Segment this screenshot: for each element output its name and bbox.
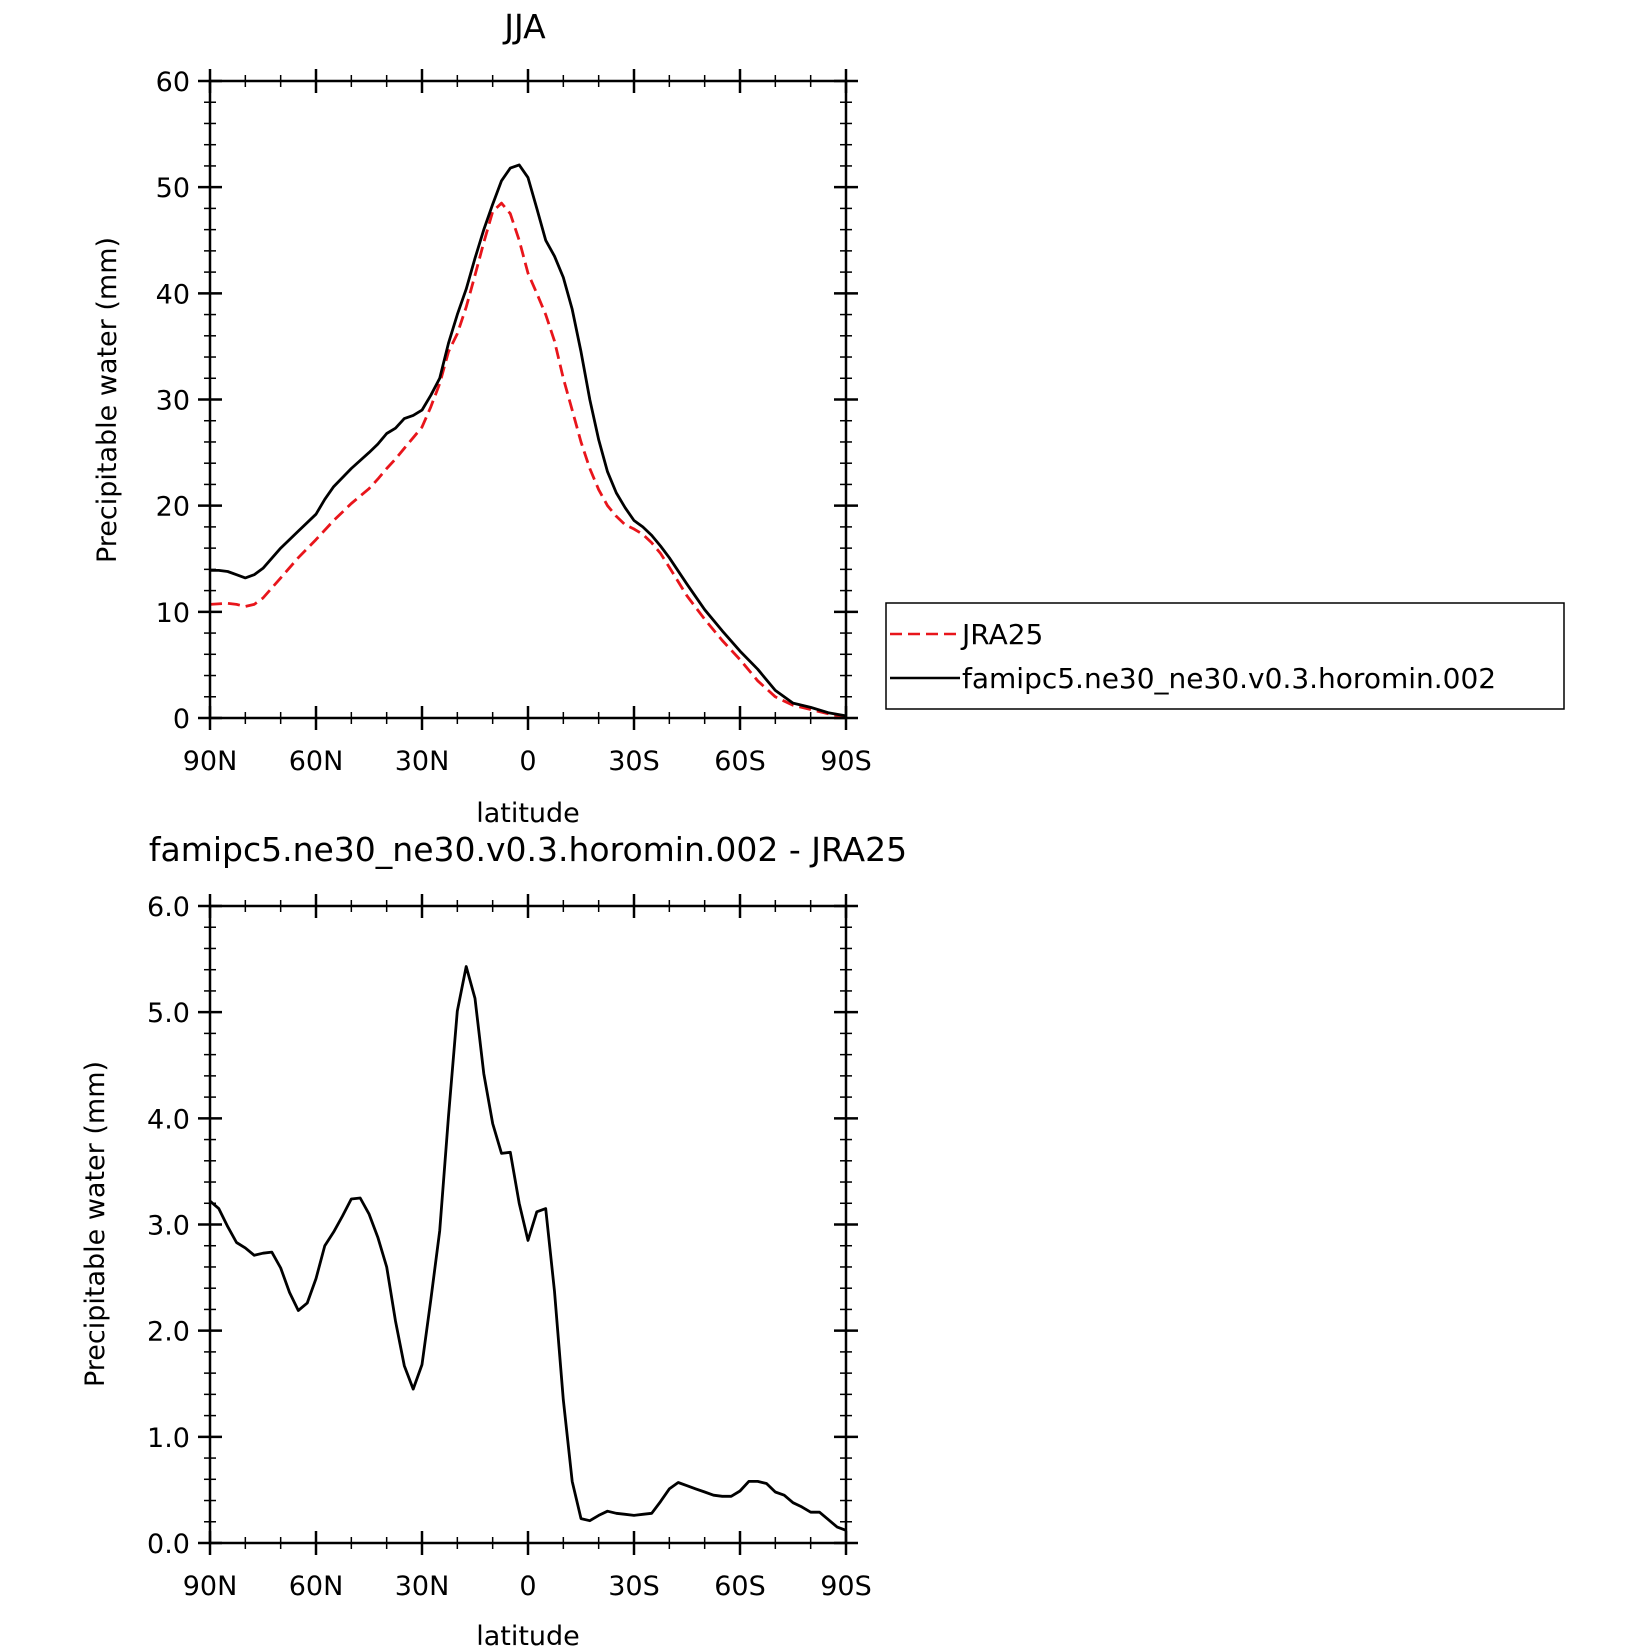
- top-xtick-label-2: 30N: [395, 746, 450, 777]
- top-x-tick-labels: 90N 60N 30N 0 30S 60S 90S: [183, 746, 872, 777]
- bot-ytick-label-5: 5.0: [147, 998, 190, 1029]
- bot-xtick-label-4: 30S: [608, 1571, 660, 1602]
- legend-box: [885, 602, 1565, 710]
- top-y-axis-label: Precipitable water (mm): [92, 237, 123, 563]
- bot-xtick-label-1: 60N: [289, 1571, 344, 1602]
- bottom-x-tick-labels: 90N 60N 30N 0 30S 60S 90S: [183, 1571, 872, 1602]
- bot-ytick-label-0: 0.0: [147, 1529, 190, 1560]
- legend-label-model: famipc5.ne30_ne30.v0.3.horomin.002: [962, 662, 1496, 695]
- bot-xtick-label-5: 60S: [714, 1571, 766, 1602]
- top-xtick-label-6: 90S: [820, 746, 872, 777]
- top-xtick-label-3: 0: [519, 746, 536, 777]
- bot-ytick-label-3: 3.0: [147, 1211, 190, 1242]
- top-ytick-label-2: 20: [156, 492, 190, 523]
- bottom-panel: famipc5.ne30_ne30.v0.3.horomin.002 - JRA…: [80, 830, 907, 1652]
- top-xtick-label-4: 30S: [608, 746, 660, 777]
- bottom-y-tick-labels: 0.0 1.0 2.0 3.0 4.0 5.0 6.0: [147, 892, 190, 1560]
- bottom-plot-frame: [208, 904, 848, 1545]
- top-xtick-label-0: 90N: [183, 746, 238, 777]
- top-series-line-1: [210, 163, 847, 718]
- bot-ytick-label-2: 2.0: [147, 1317, 190, 1348]
- bot-ytick-label-1: 1.0: [147, 1423, 190, 1454]
- bot-xtick-label-0: 90N: [183, 1571, 238, 1602]
- bot-xtick-label-6: 90S: [820, 1571, 872, 1602]
- top-ytick-label-1: 10: [156, 598, 190, 629]
- top-plot-frame: [208, 79, 848, 720]
- legend-label-jra25: JRA25: [960, 618, 1043, 651]
- bottom-tick-marks: [198, 894, 858, 1555]
- bottom-chart-title: famipc5.ne30_ne30.v0.3.horomin.002 - JRA…: [149, 830, 907, 869]
- top-chart-title: JJA: [502, 7, 546, 46]
- top-ytick-label-6: 60: [156, 67, 190, 98]
- top-y-tick-labels: 0 10 20 30 40 50 60: [156, 67, 190, 735]
- top-ytick-label-5: 50: [156, 173, 190, 204]
- top-tick-marks: [198, 69, 858, 730]
- legend: JRA25 famipc5.ne30_ne30.v0.3.horomin.002: [885, 602, 1565, 710]
- bot-ytick-label-4: 4.0: [147, 1104, 190, 1135]
- bot-xtick-label-2: 30N: [395, 1571, 450, 1602]
- bottom-series-layer: [209, 965, 847, 1532]
- top-x-axis-label: latitude: [476, 798, 580, 829]
- top-ytick-label-3: 30: [156, 386, 190, 417]
- top-series-layer: [209, 163, 847, 719]
- top-panel: JJA 0 10 20 30 40 50 60 90N 60N 30N 0 30S 60S 90S la…: [92, 7, 1565, 829]
- top-ytick-label-0: 0: [173, 704, 190, 735]
- top-xtick-label-5: 60S: [714, 746, 766, 777]
- top-ytick-label-4: 40: [156, 279, 190, 310]
- top-xtick-label-1: 60N: [289, 746, 344, 777]
- bottom-y-axis-label: Precipitable water (mm): [80, 1061, 111, 1387]
- bot-ytick-label-6: 6.0: [147, 892, 190, 923]
- bot-xtick-label-3: 0: [519, 1571, 536, 1602]
- bot-series-line-0: [209, 965, 847, 1532]
- bottom-x-axis-label: latitude: [476, 1621, 580, 1652]
- top-series-line-0: [209, 201, 847, 719]
